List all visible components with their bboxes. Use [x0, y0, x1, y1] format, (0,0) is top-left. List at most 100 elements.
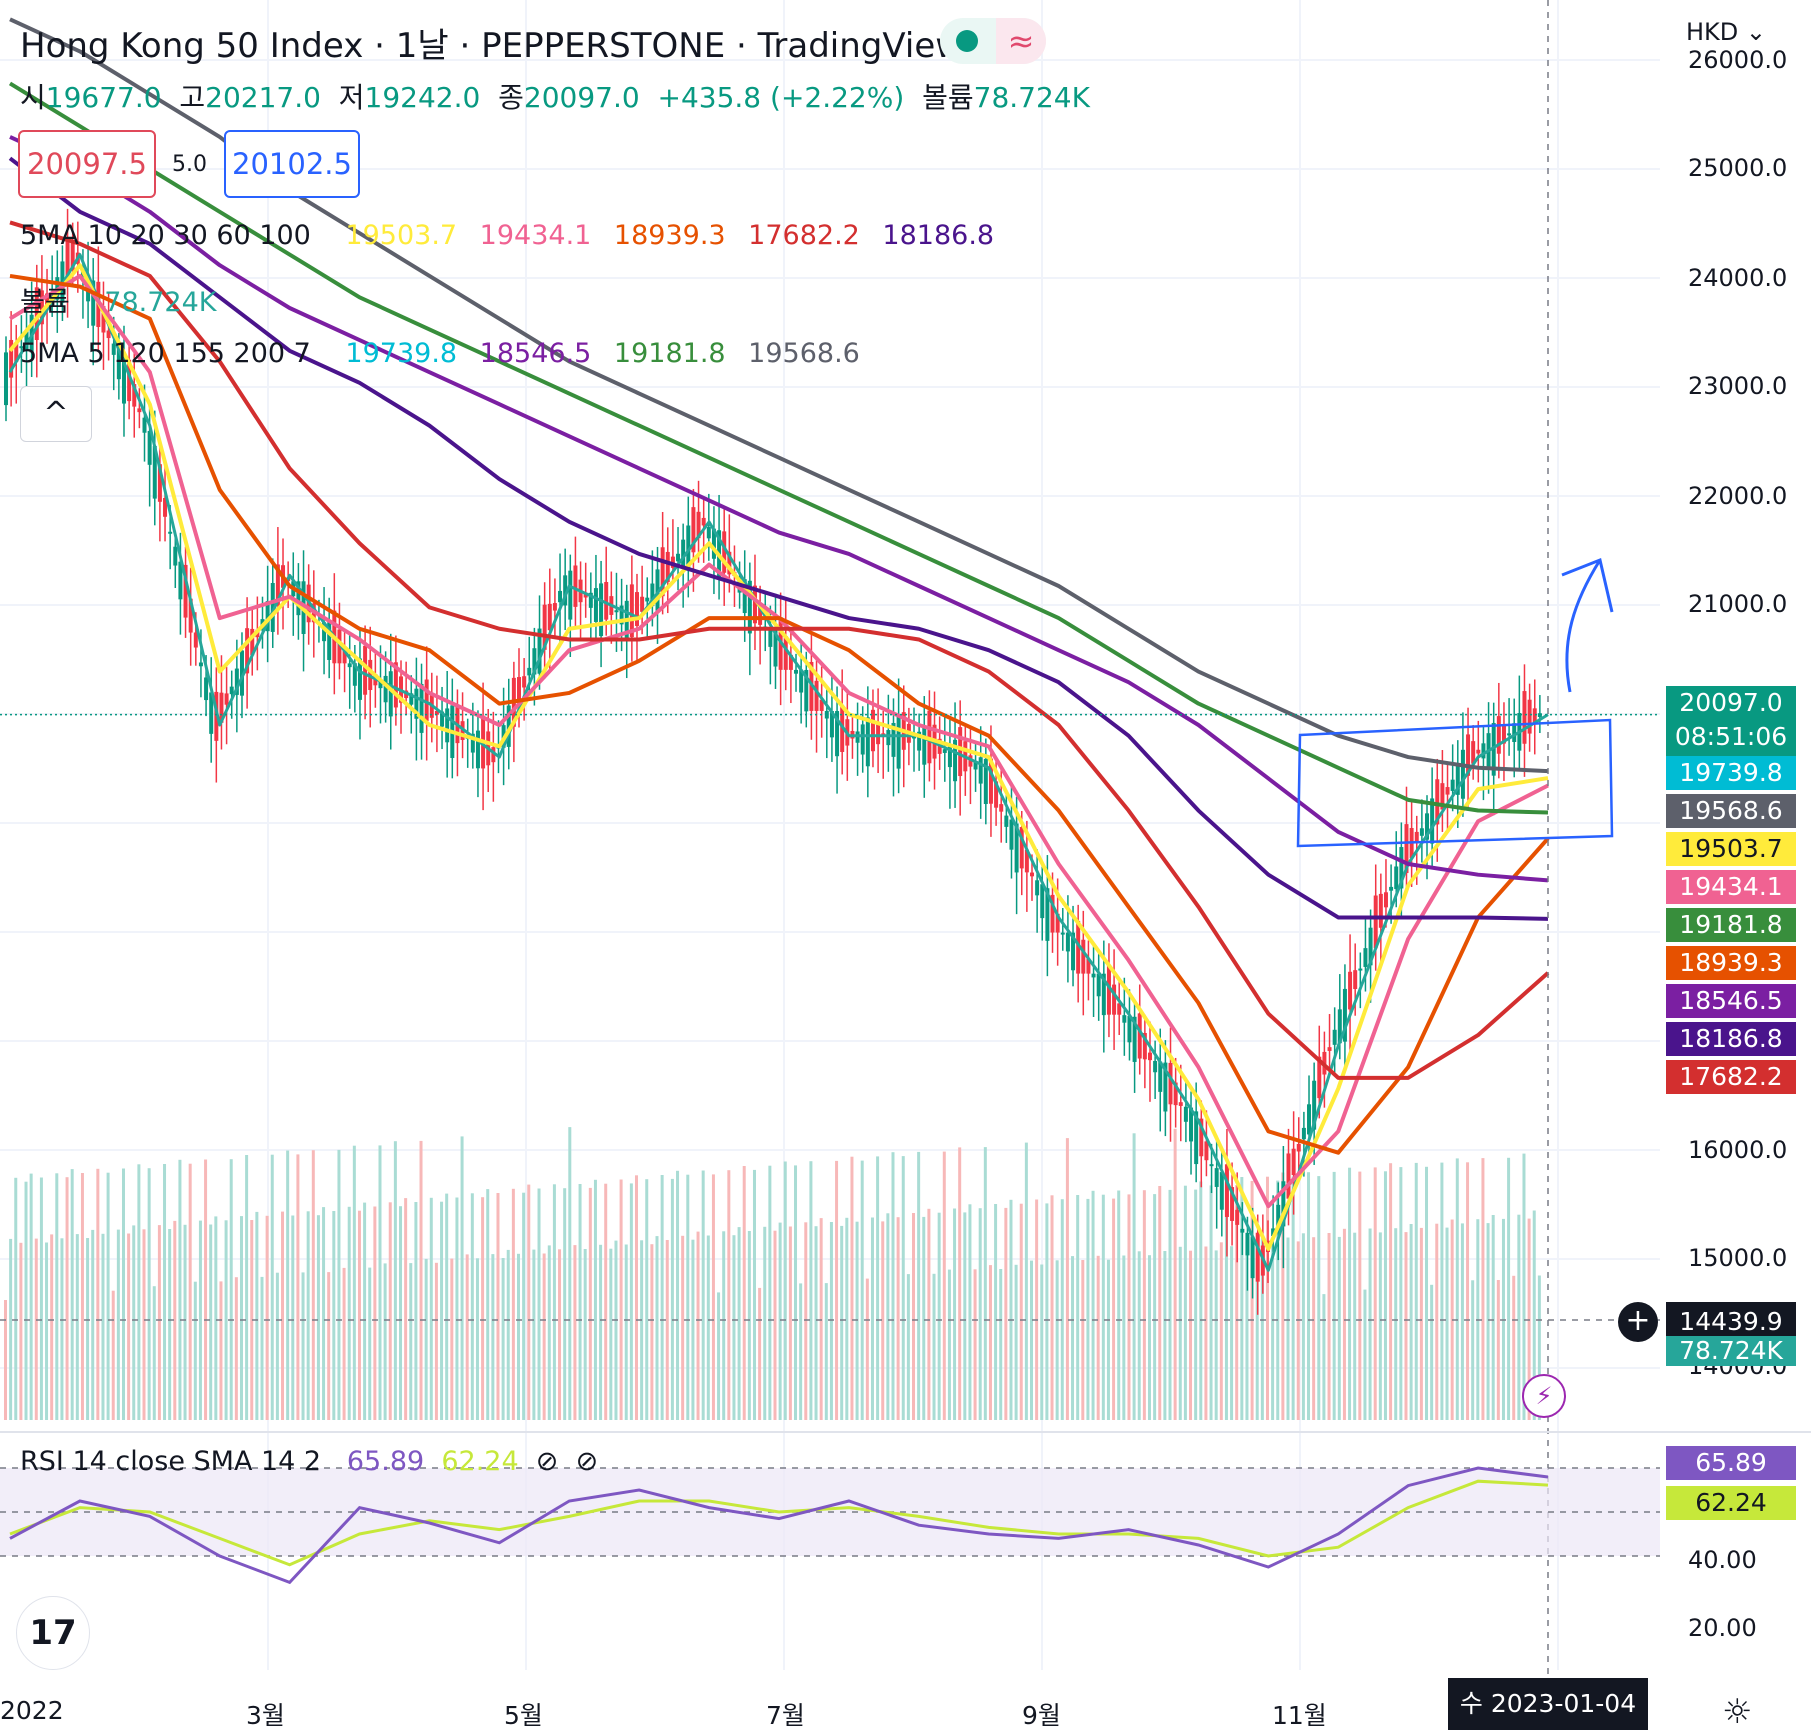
buy-button[interactable]: 20102.5 [224, 130, 360, 198]
ma-price-label: 19739.8 [1666, 756, 1796, 790]
candle-body [794, 669, 799, 674]
volume-bar [814, 1226, 818, 1420]
candle-body [209, 692, 214, 734]
sell-button[interactable]: 20097.5 [18, 130, 156, 198]
volume-bar [537, 1188, 541, 1420]
volume-bar [906, 1274, 910, 1420]
volume-bar [429, 1197, 433, 1420]
currency-selector[interactable]: HKD ⌄ [1686, 18, 1767, 46]
settings-gear-icon[interactable]: ☼ [1722, 1692, 1753, 1732]
volume-bar [101, 1233, 105, 1420]
volume-bar [1312, 1237, 1316, 1420]
volume-bar [1255, 1245, 1259, 1420]
volume-bar [1209, 1185, 1213, 1420]
candle-body [270, 582, 275, 632]
ma-legend-2[interactable]: 5MA 5 120 155 200 7 19739.8 18546.5 1918… [20, 338, 860, 369]
candle-body [865, 717, 870, 767]
volume-bar [1537, 1275, 1541, 1420]
volume-bar [316, 1215, 320, 1420]
candle-body [1460, 749, 1465, 799]
candle-body [840, 706, 845, 752]
candle-body [1522, 691, 1527, 744]
candle-body [1373, 895, 1378, 949]
crosshair-date-label: 수 2023-01-04 [1448, 1678, 1648, 1730]
volume-bar [778, 1222, 782, 1420]
volume-bar [460, 1136, 464, 1420]
volume-bar [1147, 1255, 1151, 1420]
x-tick: 7월 [766, 1701, 805, 1730]
volume-bar [650, 1244, 654, 1420]
candle-body [1173, 1082, 1178, 1106]
candle-body [234, 668, 239, 695]
ma-line [9, 135, 1549, 883]
ma-price-label: 18186.8 [1666, 1022, 1796, 1056]
candle-body [742, 579, 747, 614]
candle-body [1332, 1029, 1337, 1045]
candle-body [973, 761, 978, 770]
volume-bar [1204, 1246, 1208, 1420]
ma-line [9, 220, 1550, 1080]
volume-legend[interactable]: 볼륨 78.724K [20, 287, 217, 318]
volume-bar [234, 1277, 238, 1420]
volume-bar [142, 1229, 146, 1420]
volume-bar [1317, 1176, 1321, 1420]
candle-body [1481, 743, 1486, 759]
volume-bar [1399, 1167, 1403, 1420]
volume-bar [840, 1225, 844, 1420]
candle-body [768, 628, 773, 647]
candle-body [1532, 708, 1537, 724]
candle-body [1127, 1015, 1132, 1043]
candle-body [1301, 1127, 1306, 1140]
volume-bar [455, 1197, 459, 1420]
crosshair-price-label: 14439.9 [1666, 1302, 1796, 1342]
volume-bar [491, 1254, 495, 1420]
volume-bar [301, 1272, 305, 1420]
candle-body [1383, 892, 1388, 908]
volume-bar [9, 1238, 13, 1420]
volume-bar [465, 1254, 469, 1420]
volume-bar [281, 1211, 285, 1420]
rsi-tick: 40.00 [1688, 1546, 1757, 1574]
volume-bar [932, 1273, 936, 1420]
candle-body [1312, 1080, 1317, 1130]
candle-body [224, 693, 229, 705]
candle-body [942, 749, 947, 753]
candle-body [891, 722, 896, 757]
candle-body [629, 584, 634, 638]
volume-bar [34, 1238, 38, 1420]
candle-body [239, 650, 244, 696]
volume-bar [1466, 1162, 1470, 1420]
volume-bar [727, 1170, 731, 1420]
volume-bar [327, 1272, 331, 1420]
volume-bar [1389, 1163, 1393, 1420]
volume-bar [1291, 1176, 1295, 1420]
volume-bar [1419, 1227, 1423, 1420]
rsi-legend[interactable]: RSI 14 close SMA 14 2 65.89 62.24 ⊘ ⊘ [20, 1446, 599, 1477]
volume-bar [229, 1159, 233, 1420]
candle-body [983, 758, 988, 805]
volume-bar [1183, 1185, 1187, 1420]
volume-bar [752, 1169, 756, 1420]
add-alert-icon[interactable]: + [1618, 1302, 1658, 1342]
ma-price-label: 19434.1 [1666, 870, 1796, 904]
candle-body [1014, 823, 1019, 873]
lightning-icon[interactable]: ⚡ [1522, 1374, 1566, 1418]
market-status-indicator[interactable]: ≈ [940, 18, 1046, 64]
candle-body [1224, 1164, 1229, 1217]
candle-body [193, 632, 198, 648]
volume-bar [496, 1193, 500, 1420]
volume-bar [527, 1184, 531, 1420]
volume-bar [291, 1215, 295, 1420]
tradingview-logo-icon[interactable]: 17 [16, 1596, 90, 1670]
candle-body [1137, 1013, 1142, 1059]
annotation-box [1296, 718, 1614, 848]
volume-bar [224, 1220, 228, 1420]
candle-body [383, 675, 388, 703]
candle-body [665, 551, 670, 583]
collapse-legend-button[interactable]: ^ [20, 386, 92, 442]
volume-bar [783, 1161, 787, 1420]
candle-body [34, 287, 39, 340]
y-tick: 22000.0 [1688, 482, 1788, 510]
ma-legend-1[interactable]: 5MA 10 20 30 60 100 19503.7 19434.1 1893… [20, 220, 995, 251]
